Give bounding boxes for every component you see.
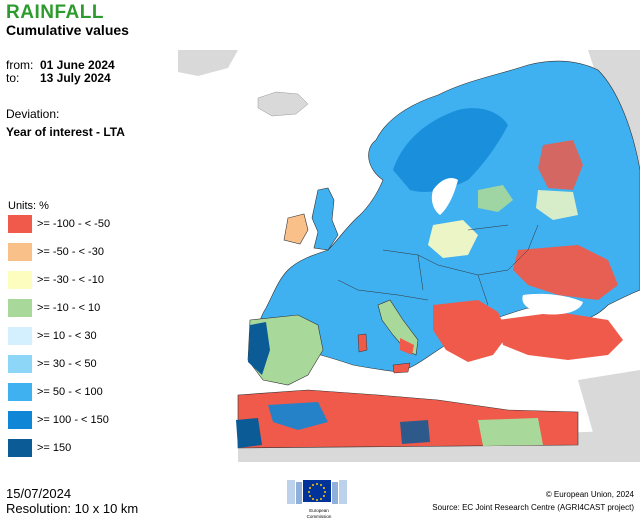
- legend-swatch: [8, 327, 32, 345]
- legend-item: >= -30 - < -10: [8, 271, 104, 289]
- resolution: Resolution: 10 x 10 km: [6, 501, 139, 516]
- ukraine-south-red: [513, 245, 618, 300]
- scandinavia-north: [393, 108, 508, 192]
- iceland-land: [257, 91, 309, 117]
- from-label: from:: [6, 58, 34, 72]
- copyright: © European Union, 2024: [545, 490, 634, 499]
- rainfall-map: [178, 50, 640, 462]
- balkans-red: [433, 300, 508, 362]
- black-sea: [522, 293, 583, 315]
- legend-label: >= -100 - < -50: [37, 218, 111, 230]
- legend-item: >= -100 - < -50: [8, 215, 110, 233]
- sardinia: [357, 333, 368, 353]
- legend-label: >= 10 - < 30: [37, 330, 97, 342]
- legend-item: >= -50 - < -30: [8, 243, 104, 261]
- mediterranean-sea: [308, 375, 578, 410]
- legend-swatch: [8, 299, 32, 317]
- legend-swatch: [8, 355, 32, 373]
- to-label: to:: [6, 71, 20, 85]
- legend-label: >= 150: [37, 442, 72, 454]
- atlas-wet: [268, 402, 328, 430]
- legend-label: >= -10 - < 10: [37, 302, 101, 314]
- legend-label: >= 100 - < 150: [37, 414, 109, 426]
- logo-text-commission: Commission: [307, 514, 332, 519]
- sicily: [392, 362, 411, 374]
- legend-label: >= -30 - < -10: [37, 274, 104, 286]
- baltic-sea: [431, 178, 458, 215]
- greenland-edge: [178, 50, 238, 76]
- baltic-green: [478, 185, 513, 212]
- legend-swatch: [8, 243, 32, 261]
- russia-red: [538, 140, 583, 190]
- libya-green: [478, 418, 543, 446]
- source: Source: EC Joint Research Centre (AGRI4C…: [432, 503, 634, 512]
- legend-swatch: [8, 383, 32, 401]
- italy: [377, 299, 419, 356]
- italy-south-red: [400, 338, 414, 355]
- legend-swatch: [8, 439, 32, 457]
- period-from: from: 01 June 2024: [6, 58, 115, 72]
- great-britain: [311, 187, 339, 251]
- middle-east-grey: [578, 370, 640, 450]
- legend-swatch: [8, 215, 32, 233]
- central-europe-yellow: [428, 220, 478, 258]
- legend-swatch: [8, 411, 32, 429]
- legend-label: >= 50 - < 100: [37, 386, 103, 398]
- deviation-value: Year of interest - LTA: [6, 125, 125, 139]
- to-value: 13 July 2024: [40, 71, 111, 85]
- period-to: to: 13 July 2024: [6, 71, 111, 85]
- country-borders: [337, 224, 539, 306]
- map-subtitle: Cumulative values: [6, 22, 129, 38]
- legend-item: >= 10 - < 30: [8, 327, 97, 345]
- map-title: RAINFALL: [6, 2, 104, 23]
- portugal-wet: [248, 322, 270, 375]
- russia-yellow: [536, 190, 578, 220]
- legend-item: >= -10 - < 10: [8, 299, 100, 317]
- legend-label: >= 30 - < 50: [37, 358, 97, 370]
- legend-units: Units: %: [8, 200, 49, 212]
- legend-label: >= -50 - < -30: [37, 246, 104, 258]
- legend-item: >= 100 - < 150: [8, 411, 109, 429]
- issue-date: 15/07/2024: [6, 486, 72, 501]
- deviation-label: Deviation:: [6, 107, 60, 121]
- legend-item: >= 50 - < 100: [8, 383, 103, 401]
- anatolia-red: [498, 312, 623, 360]
- legend-item: >= 30 - < 50: [8, 355, 97, 373]
- legend-item: >= 150: [8, 439, 71, 457]
- from-value: 01 June 2024: [40, 58, 115, 72]
- legend-swatch: [8, 271, 32, 289]
- morocco-west-wet: [236, 418, 262, 448]
- logo-text-european: European: [309, 508, 329, 513]
- ireland: [283, 213, 309, 245]
- tunisia-wet: [400, 420, 430, 444]
- european-commission-logo: European Commission: [287, 480, 347, 519]
